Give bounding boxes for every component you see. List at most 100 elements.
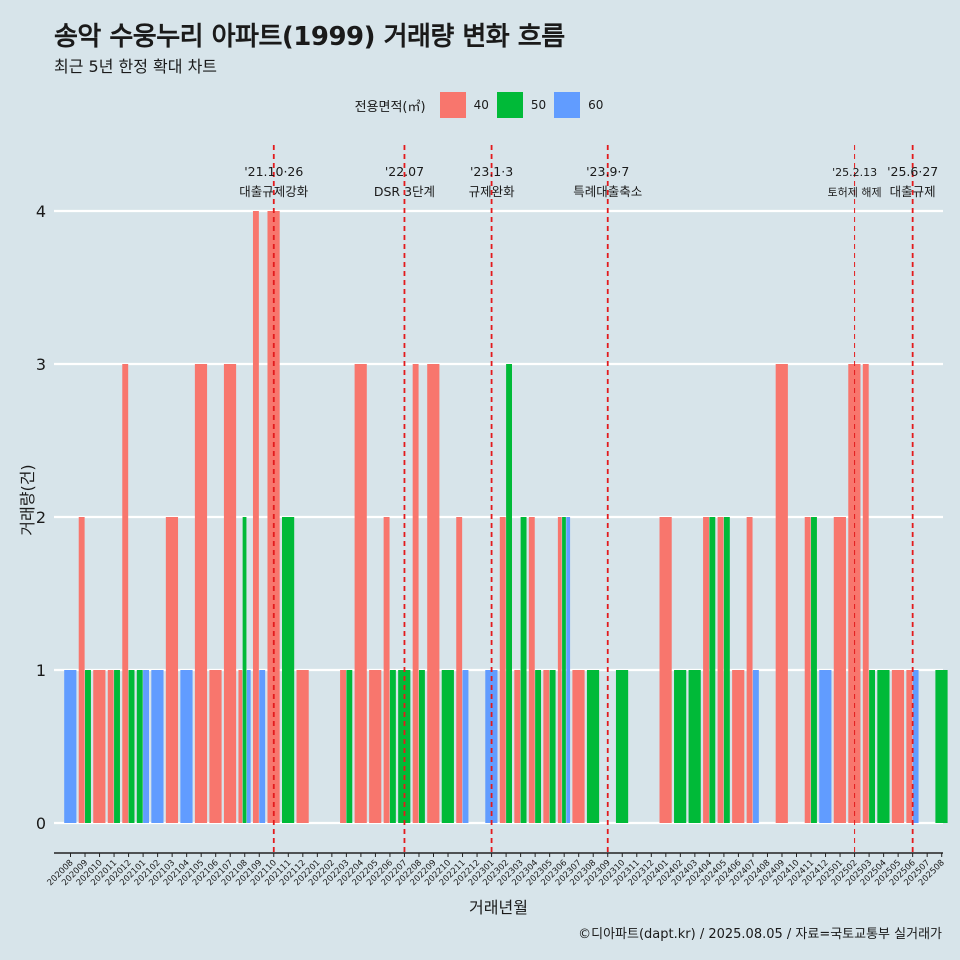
bar-40-202106 (209, 670, 222, 823)
legend-swatch-50 (496, 92, 523, 118)
bar-40-202411 (804, 517, 811, 823)
chart-caption: ©디아파트(dapt.kr) / 2025.08.05 / 자료=국토교통부 실… (578, 927, 942, 942)
bar-50-202208 (418, 670, 425, 823)
bar-50-202011 (114, 670, 120, 823)
bar-50-202306 (562, 517, 566, 823)
bar-60-202108 (246, 670, 251, 823)
bar-40-202406 (732, 670, 745, 823)
y-tick-label: 2 (36, 508, 46, 527)
legend: 전용면적(㎡) 40 50 60 (0, 92, 960, 118)
bar-50-202009 (85, 670, 91, 823)
bar-60-202104 (180, 670, 193, 823)
bar-50-202210 (441, 670, 454, 823)
bar-50-202101 (136, 670, 143, 823)
bar-40-202112 (296, 670, 309, 823)
event-desc-label: 대출규제강화 (239, 184, 309, 199)
event-desc-label: DSR 3단계 (374, 184, 435, 199)
bar-40-202304 (528, 517, 535, 823)
bar-50-202304 (535, 670, 542, 823)
bar-40-202109 (252, 211, 259, 823)
legend-label-50: 50 (530, 98, 547, 112)
bar-40-202307 (572, 670, 585, 823)
bar-50-202206 (389, 670, 396, 823)
bar-40-202205 (369, 670, 382, 823)
bar-50-202012 (128, 670, 135, 823)
legend-swatch-40 (439, 92, 466, 118)
y-tick-label: 0 (36, 814, 46, 833)
legend-swatch-60 (554, 92, 581, 118)
bar-40-202409 (775, 364, 788, 823)
bar-50-202302 (506, 364, 512, 823)
bar-40-202206 (383, 517, 390, 823)
bar-40-202107 (223, 364, 237, 823)
bar-40-202204 (354, 364, 367, 823)
bar-40-202103 (165, 517, 179, 823)
bar-50-202503 (869, 670, 875, 823)
bar-40-202012 (122, 364, 129, 823)
legend-item-40: 40 (439, 92, 491, 118)
legend-label-60: 60 (588, 98, 604, 112)
x-axis-title: 거래년월 (469, 898, 528, 917)
bar-60-202412 (819, 670, 832, 823)
bar-60-202211 (462, 670, 469, 823)
bar-50-202207 (398, 670, 411, 823)
event-date-label: '25.2.13 (832, 166, 877, 179)
legend-title: 전용면적(㎡) (354, 99, 426, 115)
event-date-label: '21.10·26 (244, 164, 303, 179)
bar-40-202506 (906, 670, 913, 823)
bar-40-202501 (833, 517, 846, 823)
bar-50-202308 (586, 670, 600, 823)
bar-50-202404 (709, 517, 716, 823)
chart-subtitle: 최근 5년 한정 확대 차트 (54, 57, 218, 76)
bar-50-202305 (549, 670, 556, 823)
legend-label-40: 40 (473, 98, 489, 112)
bar-40-202009 (78, 517, 85, 823)
event-date-label: '22.07 (385, 164, 424, 179)
y-tick-label: 3 (36, 355, 46, 374)
bar-40-202010 (93, 670, 106, 823)
chart-title: 송악 수웅누리 아파트(1999) 거래량 변화 흐름 (54, 22, 565, 52)
bar-40-202502 (848, 364, 861, 823)
bar-50-202508 (935, 670, 948, 823)
bar-60-202109 (259, 670, 266, 823)
bar-60-202506 (912, 670, 919, 823)
bar-50-202411 (811, 517, 817, 823)
bar-60-202306 (566, 517, 571, 823)
bar-40-202503 (862, 364, 869, 823)
bar-40-202302 (499, 517, 506, 823)
event-date-label: '25.6·27 (887, 164, 938, 179)
bar-50-202310 (615, 670, 629, 823)
bar-40-202405 (717, 517, 724, 823)
bar-40-202208 (412, 364, 419, 823)
y-tick-label: 1 (36, 661, 46, 680)
bar-40-202305 (543, 670, 550, 823)
bar-50-202203 (346, 670, 353, 823)
bar-40-202211 (456, 517, 463, 823)
legend-item-50: 50 (496, 92, 548, 118)
bar-50-202402 (674, 670, 687, 823)
event-desc-label: 토허제 해제 (828, 185, 882, 199)
bar-60-202101 (143, 670, 149, 823)
bar-40-202404 (703, 517, 709, 823)
bar-50-202504 (877, 670, 890, 823)
bar-60-202407 (752, 670, 759, 823)
bar-50-202303 (520, 517, 527, 823)
bar-50-202405 (723, 517, 730, 823)
bar-60-202301 (485, 670, 498, 823)
bar-40-202203 (340, 670, 346, 823)
bar-60-202008 (64, 670, 77, 823)
bar-40-202011 (107, 670, 114, 823)
bar-40-202303 (514, 670, 521, 823)
y-axis-title: 거래량(건) (18, 464, 37, 535)
bar-40-202401 (659, 517, 672, 823)
event-desc-label: 규제완화 (469, 184, 516, 199)
bar-40-202105 (194, 364, 208, 823)
bar-40-202209 (427, 364, 440, 823)
legend-item-60: 60 (554, 92, 605, 118)
event-desc-label: 특례대출축소 (573, 184, 642, 199)
bar-50-202403 (688, 670, 701, 823)
bar-40-202306 (557, 517, 562, 823)
bar-50-202111 (282, 517, 295, 823)
bar-40-202108 (238, 670, 243, 823)
